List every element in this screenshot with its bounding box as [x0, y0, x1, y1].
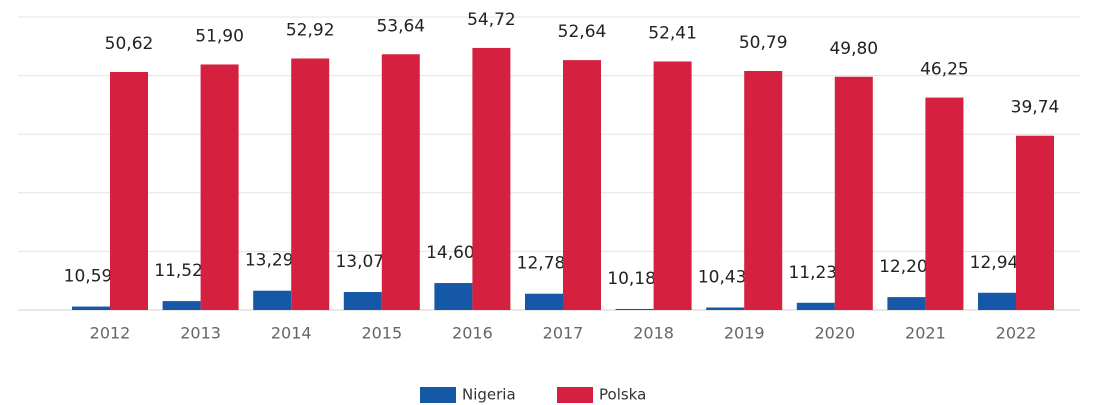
bar	[796, 302, 835, 310]
x-tick-label: 2014	[271, 324, 312, 343]
x-tick-label: 2020	[814, 324, 855, 343]
value-label: 53,64	[376, 16, 425, 36]
x-tick-label: 2022	[996, 324, 1037, 343]
value-label: 12,78	[517, 254, 566, 274]
value-label: 11,23	[788, 263, 837, 283]
value-label: 10,18	[607, 269, 656, 289]
bar	[1016, 135, 1054, 310]
bar	[834, 76, 873, 310]
value-label: 13,29	[245, 251, 294, 271]
bar	[72, 306, 110, 310]
x-tick-label: 2019	[724, 324, 765, 343]
bar	[291, 58, 330, 310]
bar	[472, 47, 511, 311]
x-tick-label: 2013	[180, 324, 221, 343]
value-label: 12,20	[879, 257, 928, 277]
legend-label: Nigeria	[462, 386, 516, 404]
bar	[381, 54, 420, 311]
value-label: 52,92	[286, 20, 335, 40]
bar	[525, 293, 563, 310]
bar	[253, 290, 292, 310]
bar	[434, 283, 473, 310]
bar	[653, 61, 692, 310]
legend-swatch	[557, 387, 593, 403]
x-tick-label: 2017	[543, 324, 584, 343]
value-label: 10,43	[698, 267, 747, 287]
value-label: 50,79	[739, 33, 788, 53]
value-label: 49,80	[829, 39, 878, 59]
value-label: 13,07	[335, 252, 384, 272]
value-label: 52,41	[648, 23, 697, 43]
value-label: 50,62	[105, 34, 154, 54]
value-label: 39,74	[1011, 98, 1060, 118]
bar	[110, 71, 148, 310]
bar	[978, 292, 1016, 310]
value-label: 46,25	[920, 60, 969, 80]
x-tick-label: 2018	[633, 324, 674, 343]
bar	[162, 301, 201, 310]
x-tick-label: 2012	[90, 324, 131, 343]
bar	[887, 297, 926, 310]
bar	[563, 60, 601, 310]
legend-swatch	[420, 387, 456, 403]
x-tick-label: 2016	[452, 324, 493, 343]
bar	[343, 292, 382, 310]
value-label: 52,64	[558, 22, 607, 42]
value-label: 12,94	[970, 253, 1019, 273]
value-label: 54,72	[467, 10, 516, 30]
bar	[706, 307, 745, 310]
bar	[615, 308, 654, 310]
value-label: 11,52	[154, 261, 203, 281]
value-label: 51,90	[195, 26, 244, 46]
x-tick-label: 2021	[905, 324, 946, 343]
value-label: 14,60	[426, 243, 475, 263]
bar	[925, 97, 964, 310]
x-tick-label: 2015	[361, 324, 402, 343]
bar	[200, 64, 239, 310]
legend-label: Polska	[599, 386, 646, 404]
bar	[744, 70, 783, 310]
value-label: 10,59	[64, 267, 113, 287]
